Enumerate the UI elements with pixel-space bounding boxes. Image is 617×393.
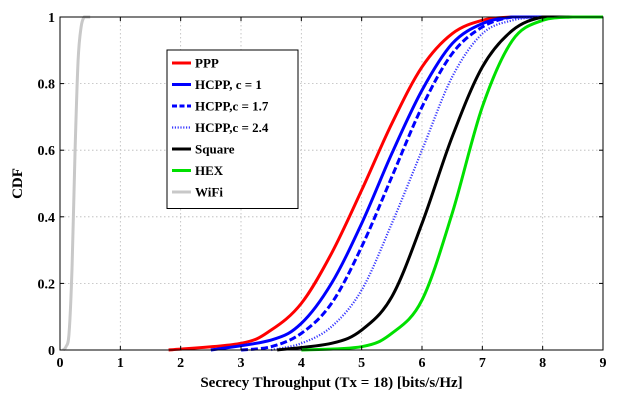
y-tick-label: 0.8 bbox=[38, 78, 56, 93]
legend-label-6: WiFi bbox=[195, 185, 223, 200]
y-tick-label: 1 bbox=[48, 11, 55, 26]
x-tick-label: 7 bbox=[479, 356, 486, 371]
x-tick-label: 9 bbox=[600, 356, 607, 371]
legend-label-1: HCPP, c = 1 bbox=[195, 77, 262, 92]
y-tick-label: 0 bbox=[48, 344, 55, 359]
plot-frame bbox=[59, 16, 604, 351]
series-lines bbox=[61, 15, 603, 352]
series-line-3 bbox=[270, 15, 573, 352]
legend-label-5: HEX bbox=[195, 163, 224, 178]
x-tick-label: 0 bbox=[57, 356, 64, 371]
tick-labels: 0 1 2 3 4 5 6 7 8 9 0 0.2 0.4 0.6 0.8 1 bbox=[38, 11, 607, 371]
series-line-2 bbox=[240, 15, 573, 352]
legend-box bbox=[166, 49, 299, 209]
series-line-4 bbox=[277, 15, 573, 352]
x-tick-label: 2 bbox=[177, 356, 184, 371]
legend-label-3: HCPP,c = 2.4 bbox=[195, 120, 269, 135]
y-tick-label: 0.4 bbox=[38, 211, 56, 226]
grid bbox=[60, 17, 603, 350]
x-tick-label: 5 bbox=[358, 356, 365, 371]
legend: PPP HCPP, c = 1 HCPP,c = 1.7 HCPP,c = 2.4 Sq… bbox=[166, 49, 299, 209]
series-line-6 bbox=[61, 15, 91, 352]
x-tick-label: 4 bbox=[298, 356, 305, 371]
x-tick-label: 3 bbox=[238, 356, 245, 371]
x-tick-label: 6 bbox=[419, 356, 426, 371]
x-tick-label: 8 bbox=[539, 356, 546, 371]
x-tick-label: 1 bbox=[117, 356, 124, 371]
y-tick-label: 0.6 bbox=[38, 144, 56, 159]
series-line-5 bbox=[301, 15, 603, 352]
legend-label-0: PPP bbox=[195, 56, 219, 71]
x-axis-title: Secrecy Throughput (Tx = 18) [bits/s/Hz] bbox=[200, 375, 462, 391]
legend-label-2: HCPP,c = 1.7 bbox=[195, 99, 269, 114]
y-tick-label: 0.2 bbox=[38, 277, 56, 292]
legend-label-4: Square bbox=[195, 142, 235, 157]
y-axis-title: CDF bbox=[10, 168, 26, 199]
